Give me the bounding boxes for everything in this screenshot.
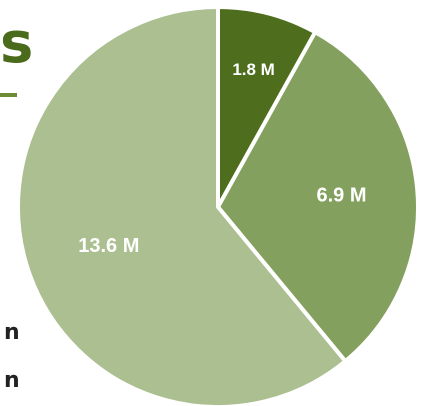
pie-slice xyxy=(15,5,348,406)
side-text-fragment: n xyxy=(4,320,20,345)
side-text-fragment: n xyxy=(4,368,20,393)
heading-fragment: s xyxy=(0,11,34,76)
slice-value-label: 13.6 M xyxy=(78,235,139,257)
slice-value-label: 6.9 M xyxy=(316,185,366,207)
heading-underline xyxy=(0,93,17,97)
slice-value-label: 1.8 M xyxy=(232,60,275,79)
pie-slice xyxy=(216,30,420,364)
